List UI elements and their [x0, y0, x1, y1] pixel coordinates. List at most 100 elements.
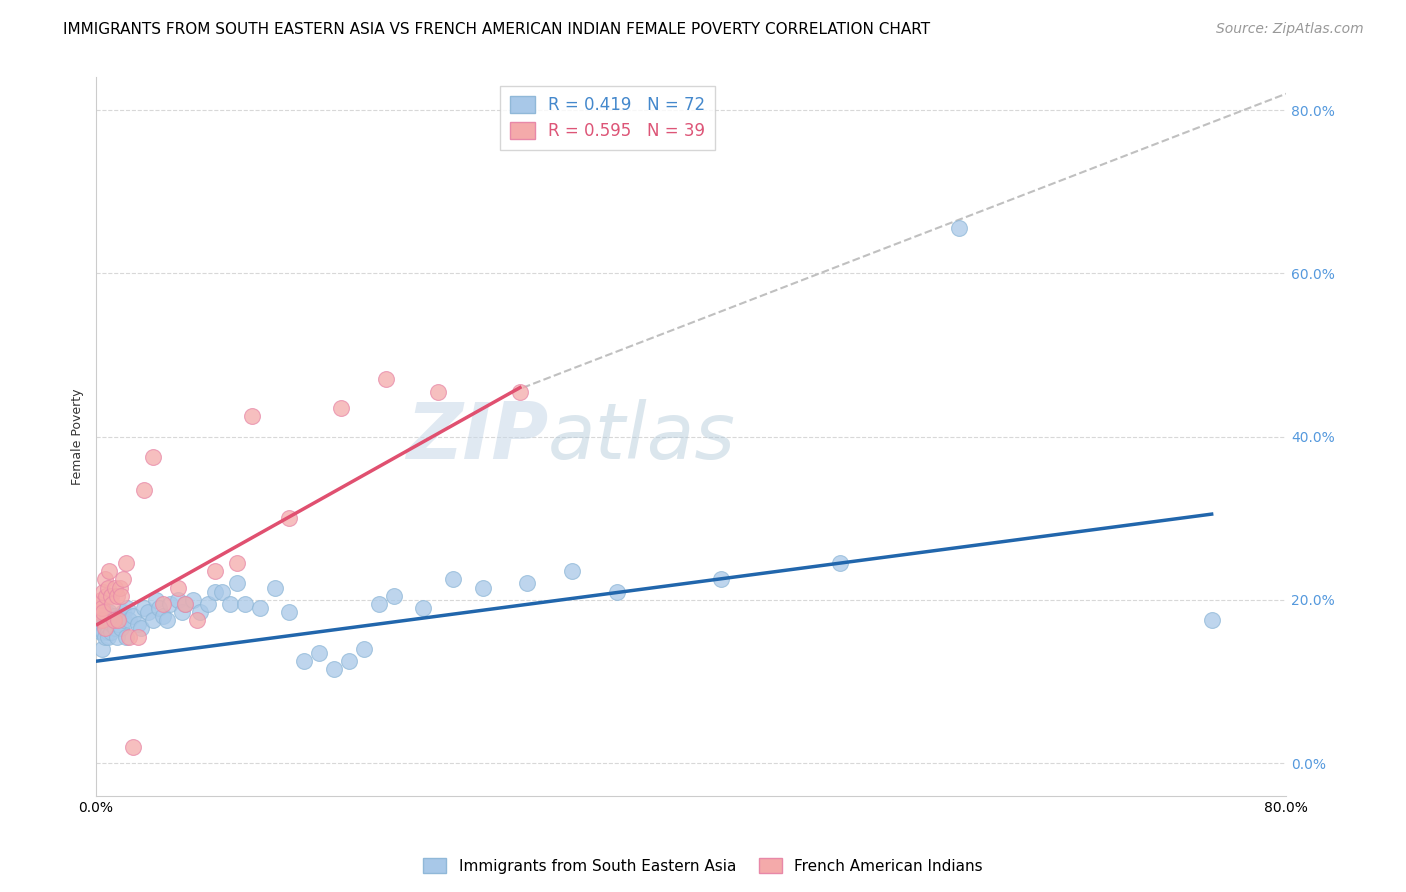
Point: [107, 613, 129, 627]
Point: [561, 564, 583, 578]
Point: [96, 617, 118, 632]
Point: [323, 662, 346, 676]
Legend: R = 0.419   N = 72, R = 0.595   N = 39: R = 0.419 N = 72, R = 0.595 N = 39: [501, 86, 716, 151]
Point: [86, 597, 108, 611]
Point: [278, 605, 301, 619]
Point: [97, 581, 120, 595]
Point: [145, 592, 167, 607]
Point: [152, 597, 174, 611]
Point: [89, 609, 111, 624]
Point: [89, 592, 111, 607]
Point: [226, 576, 249, 591]
Point: [94, 621, 117, 635]
Point: [114, 556, 136, 570]
Point: [110, 621, 132, 635]
Point: [263, 581, 285, 595]
Point: [382, 589, 405, 603]
Point: [111, 573, 134, 587]
Point: [441, 573, 464, 587]
Point: [105, 630, 128, 644]
Point: [159, 597, 181, 611]
Point: [166, 581, 188, 595]
Point: [93, 605, 115, 619]
Point: [111, 605, 134, 619]
Point: [240, 409, 263, 424]
Point: [353, 641, 375, 656]
Point: [100, 625, 122, 640]
Point: [375, 372, 398, 386]
Point: [828, 556, 851, 570]
Point: [100, 617, 122, 632]
Point: [118, 630, 141, 644]
Point: [606, 584, 628, 599]
Point: [233, 597, 256, 611]
Point: [132, 601, 155, 615]
Point: [89, 625, 111, 640]
Point: [249, 601, 271, 615]
Point: [148, 601, 170, 615]
Point: [174, 597, 197, 611]
Point: [117, 601, 139, 615]
Point: [105, 589, 128, 603]
Point: [101, 617, 124, 632]
Point: [948, 221, 970, 235]
Point: [98, 564, 121, 578]
Text: ZIP: ZIP: [406, 399, 548, 475]
Point: [367, 597, 389, 611]
Point: [98, 605, 121, 619]
Point: [129, 621, 152, 635]
Point: [127, 617, 149, 632]
Point: [127, 630, 149, 644]
Point: [710, 573, 733, 587]
Point: [93, 625, 115, 640]
Point: [94, 630, 117, 644]
Point: [91, 601, 114, 615]
Point: [188, 605, 211, 619]
Point: [101, 597, 124, 611]
Point: [107, 617, 129, 632]
Point: [103, 609, 125, 624]
Point: [87, 621, 110, 635]
Point: [103, 613, 125, 627]
Point: [174, 597, 197, 611]
Point: [142, 450, 165, 464]
Text: IMMIGRANTS FROM SOUTH EASTERN ASIA VS FRENCH AMERICAN INDIAN FEMALE POVERTY CORR: IMMIGRANTS FROM SOUTH EASTERN ASIA VS FR…: [63, 22, 931, 37]
Point: [96, 605, 118, 619]
Point: [104, 581, 127, 595]
Point: [122, 739, 145, 754]
Point: [104, 621, 127, 635]
Point: [110, 589, 132, 603]
Point: [197, 597, 219, 611]
Point: [142, 613, 165, 627]
Point: [181, 592, 204, 607]
Point: [108, 581, 131, 595]
Point: [136, 605, 159, 619]
Point: [93, 605, 115, 619]
Point: [308, 646, 330, 660]
Point: [226, 556, 249, 570]
Point: [172, 605, 194, 619]
Point: [114, 630, 136, 644]
Point: [412, 601, 434, 615]
Point: [86, 613, 108, 627]
Point: [93, 584, 115, 599]
Point: [122, 609, 145, 624]
Point: [292, 654, 315, 668]
Point: [204, 584, 226, 599]
Y-axis label: Female Poverty: Female Poverty: [72, 388, 84, 485]
Point: [94, 573, 117, 587]
Point: [91, 641, 114, 656]
Legend: Immigrants from South Eastern Asia, French American Indians: Immigrants from South Eastern Asia, Fren…: [418, 852, 988, 880]
Point: [337, 654, 360, 668]
Point: [91, 613, 114, 627]
Point: [100, 589, 122, 603]
Point: [219, 597, 242, 611]
Point: [427, 384, 450, 399]
Point: [516, 576, 538, 591]
Point: [87, 605, 110, 619]
Point: [96, 589, 118, 603]
Point: [278, 511, 301, 525]
Point: [97, 630, 120, 644]
Point: [509, 384, 531, 399]
Point: [94, 617, 117, 632]
